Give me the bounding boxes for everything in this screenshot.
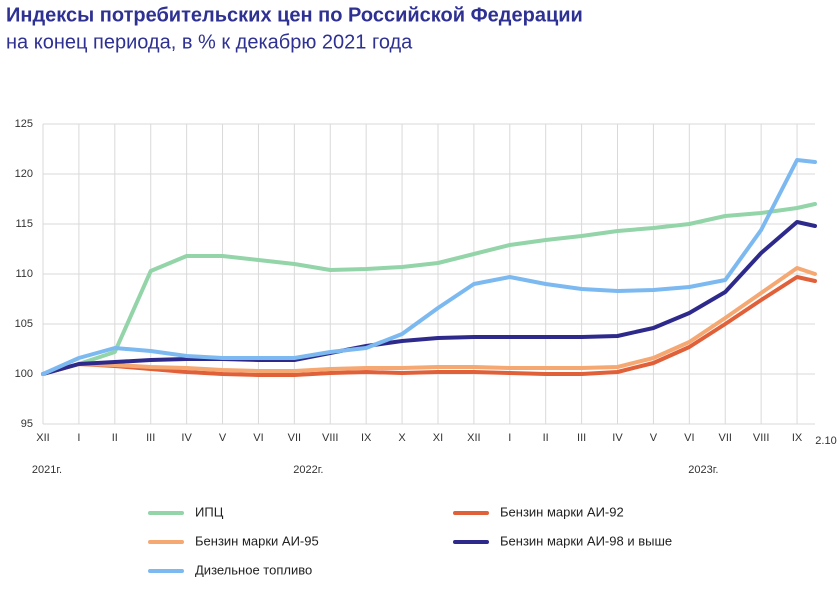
y-tick-label: 115 <box>15 218 33 230</box>
series-line <box>41 266 817 376</box>
x-tick-label: VI <box>684 432 694 444</box>
y-tick-label: 100 <box>15 368 33 380</box>
x-tick-label: VIII <box>322 432 339 444</box>
legend-label: Бензин марки АИ-98 и выше <box>500 533 672 548</box>
y-tick-label: 120 <box>15 168 33 180</box>
x-tick-label: XII <box>36 432 49 444</box>
x-tick-label: VI <box>253 432 263 444</box>
x-tick-label: VII <box>288 432 301 444</box>
x-tick-label: III <box>577 432 586 444</box>
series-line <box>41 202 817 376</box>
legend-label: ИПЦ <box>195 504 224 519</box>
y-tick-label: 110 <box>15 268 33 280</box>
series-line <box>41 275 817 377</box>
x-tick-label: IX <box>792 432 803 444</box>
year-label: 2022г. <box>293 464 323 476</box>
x-tick-label: I <box>508 432 511 444</box>
x-tick-label: X <box>398 432 406 444</box>
x-tick-label: XII <box>467 432 480 444</box>
x-tick-label: VII <box>719 432 732 444</box>
x-tick-label: IX <box>361 432 372 444</box>
x-tick-label: III <box>146 432 155 444</box>
x-tick-label: IV <box>181 432 192 444</box>
x-tick-label: II <box>543 432 549 444</box>
x-tick-label: XI <box>433 432 443 444</box>
chart-subtitle: на конец периода, в % к декабрю 2021 год… <box>6 31 413 53</box>
x-tick-label: 2.10 <box>815 435 836 447</box>
year-label: 2023г. <box>688 464 718 476</box>
y-tick-label: 105 <box>15 318 33 330</box>
x-tick-label: VIII <box>753 432 770 444</box>
series-line <box>41 158 817 376</box>
chart-title: Индексы потребительских цен по Российско… <box>6 4 583 26</box>
y-tick-label: 125 <box>15 118 33 130</box>
x-tick-label: V <box>219 432 227 444</box>
legend-label: Бензин марки АИ-95 <box>195 533 319 548</box>
x-tick-label: II <box>112 432 118 444</box>
legend-label: Дизельное топливо <box>195 562 312 577</box>
year-label: 2021г. <box>32 464 62 476</box>
legend-label: Бензин марки АИ-92 <box>500 504 624 519</box>
x-tick-label: IV <box>612 432 623 444</box>
y-tick-label: 95 <box>21 418 33 430</box>
x-tick-label: I <box>77 432 80 444</box>
x-tick-label: V <box>650 432 658 444</box>
series-line <box>41 220 817 376</box>
